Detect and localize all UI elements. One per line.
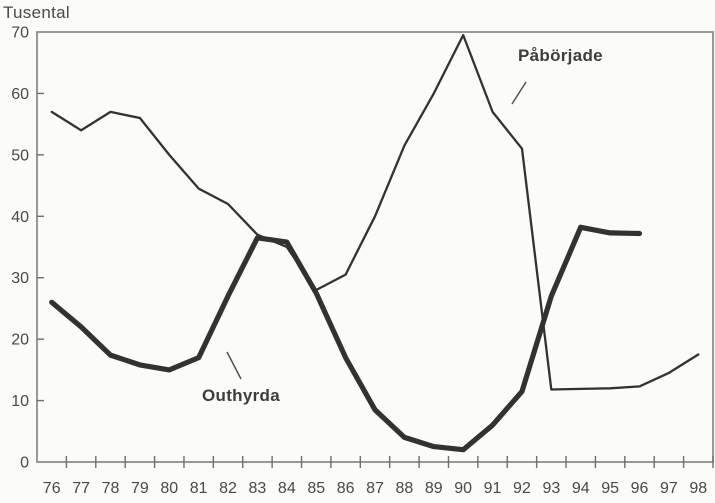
x-axis-label: 93	[542, 480, 560, 497]
y-axis-label: 50	[11, 147, 29, 164]
y-axis-label: 40	[11, 209, 29, 226]
x-axis-label: 94	[572, 480, 590, 497]
x-axis-label: 80	[160, 480, 178, 497]
y-axis-label: 70	[11, 25, 29, 42]
x-axis-label: 96	[631, 480, 649, 497]
y-axis-label: 10	[11, 393, 29, 410]
x-axis-label: 97	[660, 480, 678, 497]
x-axis-label: 86	[337, 480, 355, 497]
y-axis-title: Tusental	[3, 3, 70, 22]
x-axis-label: 77	[72, 480, 90, 497]
y-axis-label: 30	[11, 270, 29, 287]
x-axis-label: 79	[131, 480, 149, 497]
x-axis-label: 81	[190, 480, 208, 497]
y-axis-label: 0	[20, 455, 29, 472]
annotation-pointer-0	[511, 81, 527, 105]
x-axis-label: 90	[454, 480, 472, 497]
y-axis-label: 20	[11, 332, 29, 349]
series-line-outhyrda	[49, 224, 643, 453]
x-axis-label: 91	[484, 480, 502, 497]
x-axis-label: 85	[307, 480, 325, 497]
series-label-paborjade: Påbörjade	[518, 46, 603, 65]
x-axis-label: 87	[366, 480, 384, 497]
x-axis-label: 82	[219, 480, 237, 497]
series-label-outhyrda: Outhyrda	[202, 386, 280, 405]
x-axis-label: 98	[689, 480, 707, 497]
x-axis-label: 89	[425, 480, 443, 497]
series-line-paborjade	[50, 33, 700, 391]
y-axis-label: 60	[11, 86, 29, 103]
x-axis-label: 83	[249, 480, 267, 497]
x-axis-label: 84	[278, 480, 296, 497]
x-axis-label: 78	[102, 480, 120, 497]
x-axis-label: 92	[513, 480, 531, 497]
x-axis-label: 88	[395, 480, 413, 497]
x-axis-label: 76	[43, 480, 61, 497]
annotation-pointer-1	[226, 351, 242, 380]
x-axis-label: 95	[601, 480, 619, 497]
plot-frame	[36, 31, 714, 463]
